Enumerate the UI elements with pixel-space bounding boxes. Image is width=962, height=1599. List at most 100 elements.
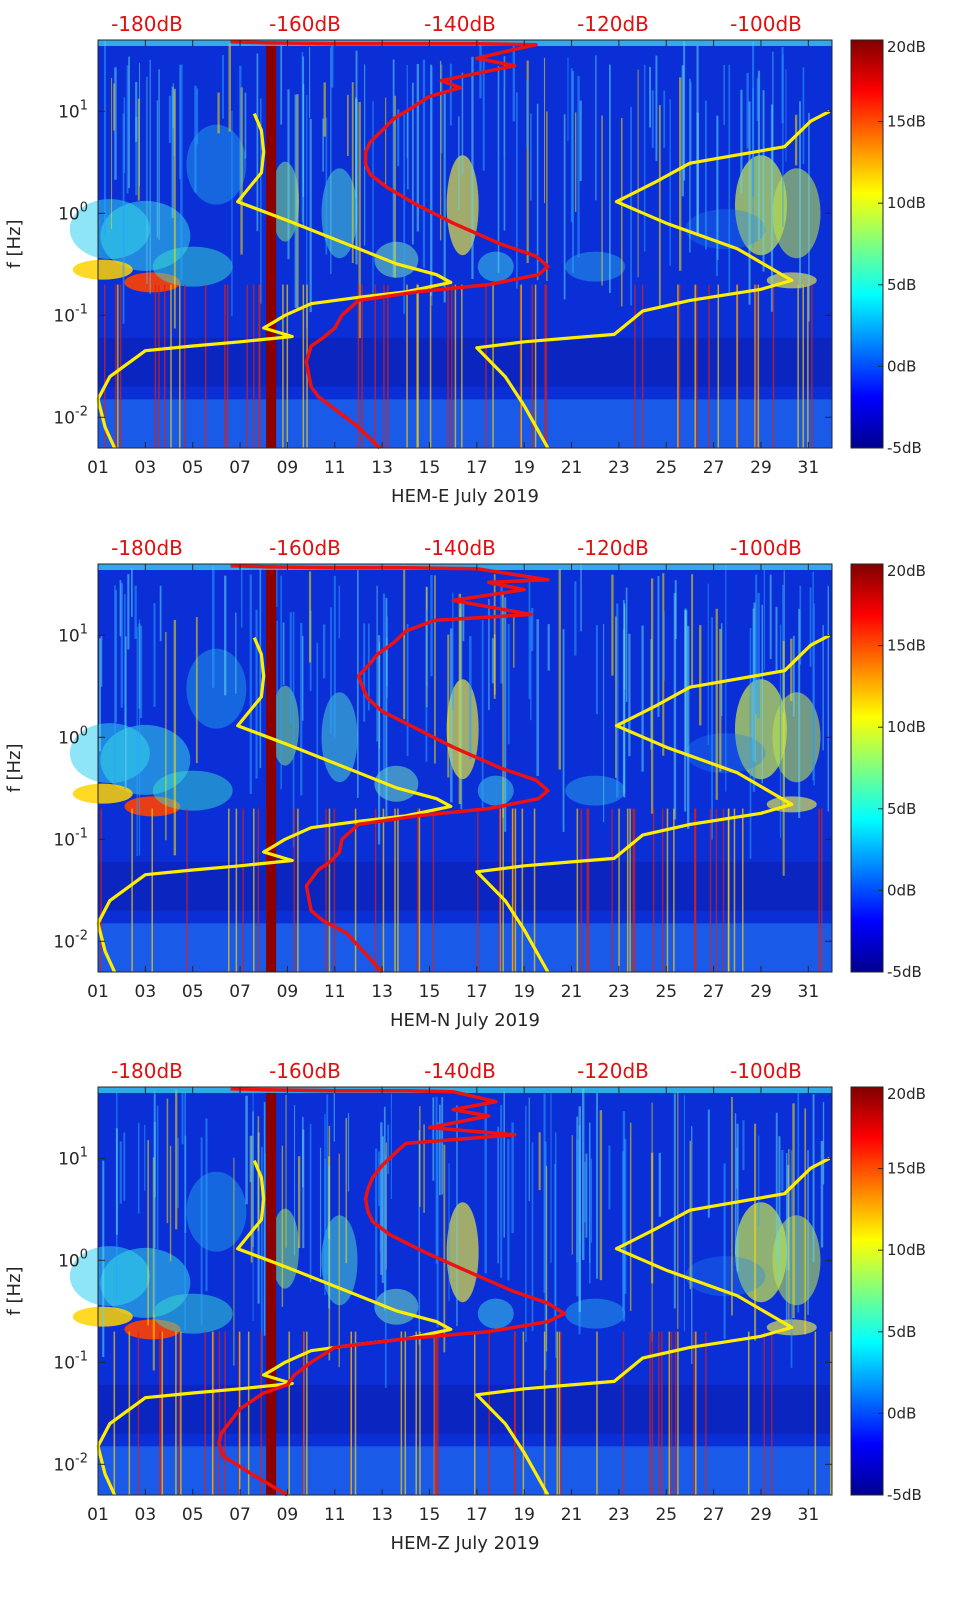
colorbar (850, 39, 884, 449)
streak-45 (536, 619, 539, 776)
lowfreq-spike-46 (626, 808, 629, 972)
streak-103 (769, 574, 772, 660)
streak-39 (149, 59, 151, 295)
x-tick-label: 09 (277, 458, 299, 478)
streak-104 (531, 1142, 534, 1332)
streak-11 (799, 585, 802, 665)
streak-88 (689, 78, 691, 253)
top-db-label: -160dB (269, 12, 341, 36)
streak-17 (212, 567, 215, 688)
lowfreq-spike-59 (397, 808, 399, 972)
red-model-curve (230, 40, 550, 450)
streak-42 (799, 101, 801, 289)
streak-134 (754, 1123, 757, 1341)
lowfreq-spike-15 (695, 1331, 697, 1495)
streak-34 (484, 1105, 487, 1274)
streak-75 (790, 1150, 793, 1368)
streak-86 (583, 1161, 586, 1223)
energy-blob-15 (186, 1171, 247, 1252)
energy-blob-10 (477, 251, 514, 282)
streak-19 (139, 625, 143, 718)
lowfreq-spike-48 (260, 1331, 262, 1495)
streak-67 (200, 1137, 203, 1325)
streak-26 (511, 1122, 514, 1234)
streak-120 (752, 41, 755, 197)
lowfreq-spike-47 (328, 808, 331, 972)
streak-87 (704, 100, 707, 250)
lowfreq-spike-35 (596, 1331, 598, 1495)
top-db-label: -160dB (269, 536, 341, 560)
streak-104 (663, 611, 665, 681)
streak-44 (137, 98, 140, 201)
y-tick-label: 101 (58, 1145, 88, 1169)
x-tick-label: 01 (87, 1505, 109, 1525)
streak-94 (507, 1139, 510, 1281)
lowfreq-spike-56 (224, 284, 226, 448)
lowfreq-spike-4 (128, 1331, 131, 1495)
energy-blob-8 (374, 765, 419, 802)
streak-4 (406, 624, 409, 757)
streak-137 (707, 583, 709, 746)
streak-43 (512, 42, 516, 122)
streak-28 (443, 1144, 446, 1353)
streak-32 (531, 608, 534, 651)
lowfreq-spike-28 (520, 284, 522, 448)
lowfreq-spike-14 (435, 1331, 438, 1495)
streak-97 (662, 573, 665, 756)
streak-55 (802, 67, 805, 164)
streak-0 (779, 624, 782, 838)
streak-70 (120, 583, 123, 708)
streak-50 (244, 92, 247, 159)
lowfreq-spike-24 (658, 1331, 660, 1495)
streak-132 (731, 1096, 733, 1316)
streak-29 (275, 565, 278, 607)
streak-23 (181, 1091, 184, 1145)
lowfreq-spike-19 (211, 1331, 214, 1495)
streak-54 (785, 69, 787, 162)
streak-69 (358, 101, 361, 339)
streak-11 (166, 1098, 169, 1224)
lowfreq-spike-25 (100, 808, 102, 972)
x-tick-label: 19 (513, 1505, 535, 1525)
streak-25 (482, 54, 485, 171)
x-tick-label: 29 (750, 1505, 772, 1525)
streak-85 (716, 115, 718, 277)
lowfreq-spike-37 (674, 1331, 677, 1495)
colorbar-label: 20dB (887, 1085, 926, 1103)
lowfreq-spike-45 (451, 284, 453, 448)
energy-blob-10 (477, 1298, 514, 1329)
streak-29 (608, 1145, 611, 1210)
streak-129 (440, 64, 443, 154)
lowfreq-spike-56 (668, 1331, 671, 1495)
colorbar-label: 10dB (887, 718, 926, 736)
streak-129 (390, 1093, 392, 1199)
streak-117 (503, 88, 505, 155)
lowfreq-spike-26 (519, 284, 522, 448)
lowfreq-spike-22 (580, 808, 583, 972)
streak-128 (715, 608, 718, 800)
streak-92 (159, 585, 162, 642)
colorbar-label: 15dB (887, 1160, 926, 1178)
energy-blob-3 (72, 783, 133, 804)
streak-58 (180, 64, 183, 281)
streak-5 (691, 574, 694, 687)
streak-14 (785, 1153, 788, 1329)
streak-90 (797, 1092, 800, 1313)
lowfreq-spike-4 (374, 284, 376, 448)
streak-71 (590, 1158, 593, 1243)
streak-83 (755, 574, 758, 715)
x-tick-label: 03 (135, 1505, 157, 1525)
colorbar-label: -5dB (887, 963, 922, 981)
streak-13 (325, 117, 328, 255)
lowfreq-spike-52 (802, 284, 804, 448)
streak-122 (376, 585, 378, 742)
streak-42 (481, 620, 484, 809)
lowfreq-spike-0 (652, 808, 655, 972)
x-tick-label: 05 (182, 458, 204, 478)
lowfreq-spike-3 (521, 808, 524, 972)
streak-27 (300, 622, 303, 796)
x-tick-label: 11 (324, 458, 346, 478)
streak-110 (127, 574, 130, 650)
streak-93 (578, 1106, 582, 1313)
lowfreq-spike-25 (556, 1331, 559, 1495)
